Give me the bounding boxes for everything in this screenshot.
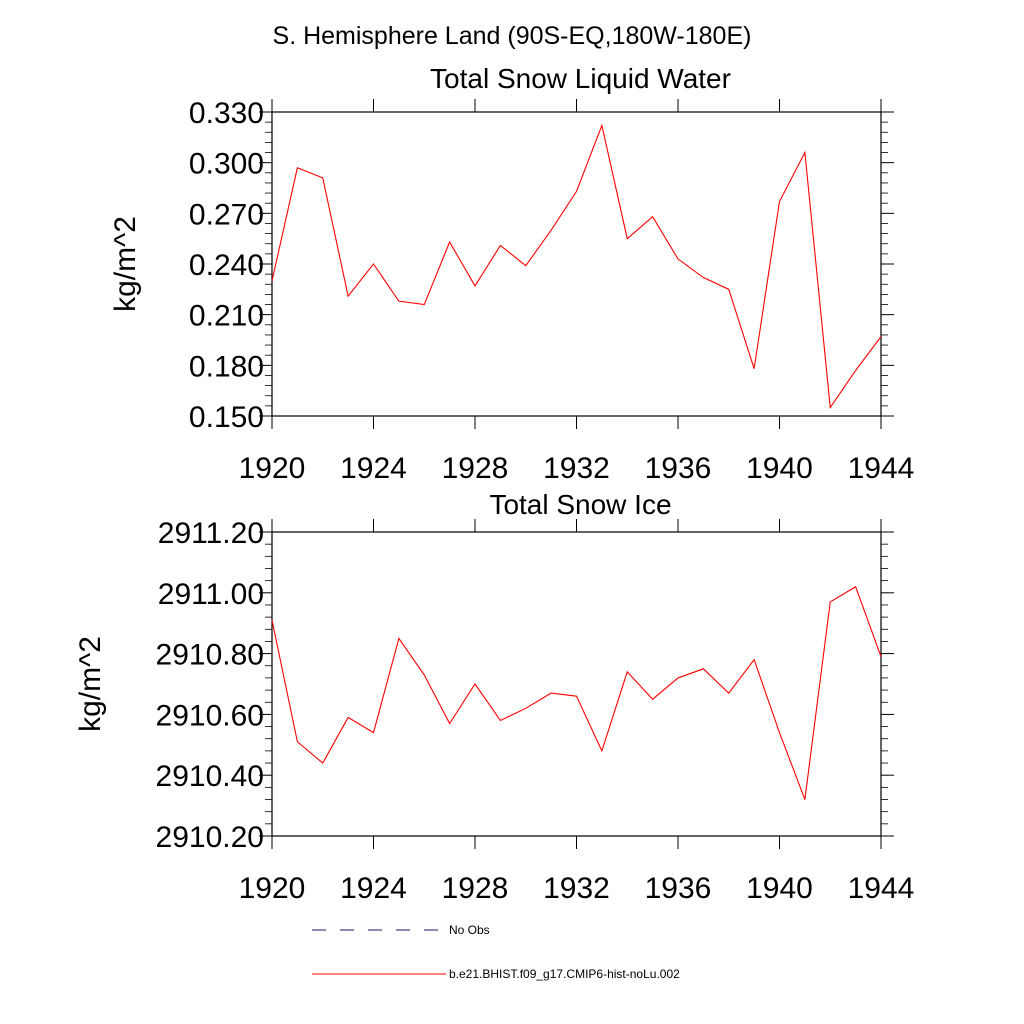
panel-title: Total Snow Ice	[489, 489, 671, 520]
y-tick-label: 2911.20	[158, 517, 264, 550]
x-tick-label: 1940	[746, 452, 813, 485]
plot-frame	[271, 111, 882, 417]
plot-frame	[271, 531, 882, 837]
x-tick-label: 1920	[239, 452, 306, 485]
y-tick-label: 2910.60	[156, 699, 264, 732]
x-tick-label: 1936	[645, 872, 712, 905]
y-tick-label: 0.300	[189, 148, 264, 181]
panel-snow-liquid-water: Total Snow Liquid Water 0.150 0.180 0.210 0.…	[109, 63, 914, 485]
y-tick-label: 0.150	[189, 401, 264, 434]
x-tick-label: 1932	[543, 452, 610, 485]
y-axis-label: kg/m^2	[74, 636, 107, 732]
legend-model-label: b.e21.BHIST.f09_g17.CMIP6-hist-noLu.002	[449, 967, 680, 981]
legend: No Obs b.e21.BHIST.f09_g17.CMIP6-hist-no…	[312, 923, 680, 981]
x-tick-label: 1924	[340, 452, 407, 485]
panel-snow-ice: Total Snow Ice 2910.20 2910.40 2910.60 2910.…	[74, 489, 914, 905]
y-tick-label: 2911.00	[158, 578, 264, 611]
x-tick-label: 1924	[340, 872, 407, 905]
y-tick-label: 0.210	[189, 300, 264, 333]
x-tick-label: 1920	[239, 872, 306, 905]
y-tick-label: 0.180	[189, 350, 264, 383]
x-tick-label: 1936	[645, 452, 712, 485]
x-tick-label: 1940	[746, 872, 813, 905]
x-tick-label: 1944	[848, 872, 915, 905]
y-axis-label: kg/m^2	[109, 216, 142, 312]
figure-title: S. Hemisphere Land (90S-EQ,180W-180E)	[273, 22, 752, 50]
y-tick-label: 0.330	[189, 97, 264, 130]
x-tick-label: 1928	[442, 452, 509, 485]
series-line	[271, 123, 882, 410]
legend-no-obs-label: No Obs	[449, 923, 490, 937]
x-tick-label: 1932	[543, 872, 610, 905]
y-tick-label: 0.270	[189, 198, 264, 231]
y-tick-label: 2910.40	[156, 760, 264, 793]
y-tick-label: 0.240	[189, 249, 264, 282]
series-line	[271, 585, 882, 800]
x-tick-label: 1944	[848, 452, 915, 485]
y-tick-label: 2910.80	[156, 639, 264, 672]
y-tick-label: 2910.20	[156, 821, 264, 854]
x-tick-label: 1928	[442, 872, 509, 905]
panel-title: Total Snow Liquid Water	[430, 63, 731, 94]
